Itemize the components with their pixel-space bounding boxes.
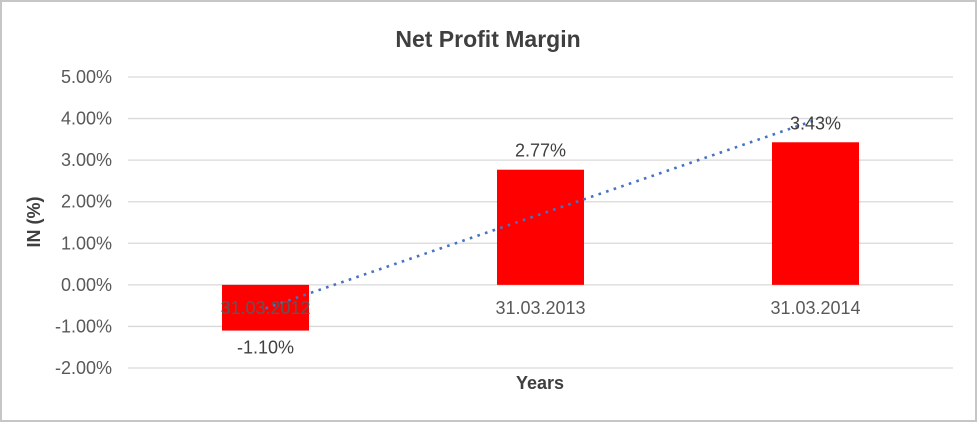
bar-31.03.2013 [497,169,584,285]
y-tick-label: 4.00% [61,109,112,129]
data-label: -1.10% [237,338,294,358]
bar-31.03.2014 [772,142,859,285]
y-tick-label: 0.00% [61,275,112,295]
trendline [265,118,816,310]
x-tick-label: 31.03.2014 [770,298,860,318]
y-tick-label: -1.00% [55,316,112,336]
x-tick-label: 31.03.2012 [220,298,310,318]
y-axis-title: IN (%) [24,197,44,248]
x-tick-label: 31.03.2013 [495,298,585,318]
y-tick-labels-group: 5.00% 4.00% 3.00% 2.00% 1.00% 0.00% -1.00% -2.0… [55,67,112,378]
bars-group [222,142,859,331]
x-axis-title: Years [516,373,564,393]
y-tick-label: 2.00% [61,192,112,212]
data-label: 3.43% [790,113,841,133]
y-tick-label: 3.00% [61,150,112,170]
chart-title: Net Profit Margin [395,26,580,52]
y-tick-label: 5.00% [61,67,112,87]
data-label: 2.77% [515,141,566,161]
trendline-group [265,118,816,310]
y-tick-label: 1.00% [61,233,112,253]
y-tick-label: -2.00% [55,358,112,378]
labels-group: -1.10% 31.03.2012 2.77% 31.03.2013 3.43% 31.0… [220,113,860,357]
